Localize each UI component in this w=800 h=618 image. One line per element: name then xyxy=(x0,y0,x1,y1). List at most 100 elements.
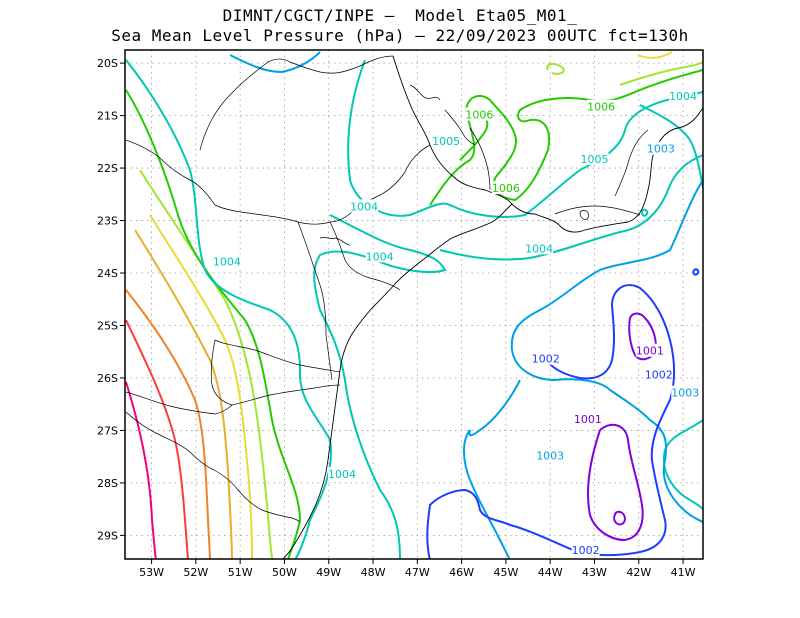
isobar-1004-west xyxy=(125,59,332,559)
contour-label: 1003 xyxy=(671,387,699,400)
lat-tick-label: 22S xyxy=(97,162,118,175)
lat-tick-label: 28S xyxy=(97,477,118,490)
contour-label: 1002 xyxy=(645,368,673,381)
border-state-8 xyxy=(469,127,491,191)
lon-tick-label: 50W xyxy=(272,566,297,579)
isobar-1003-north xyxy=(229,51,321,74)
isobar-1004-east xyxy=(439,154,703,261)
lon-tick-label: 45W xyxy=(493,566,518,579)
isobar-1007a xyxy=(139,169,273,559)
lon-tick-label: 44W xyxy=(538,566,563,579)
contour-label-bg xyxy=(671,385,700,399)
isobar-1003-mark xyxy=(692,268,700,276)
border-state-3 xyxy=(329,221,401,291)
lon-tick-label: 41W xyxy=(671,566,696,579)
coastline-south xyxy=(282,203,513,559)
isobar-1004-mid xyxy=(313,214,447,559)
isobar-1003-east xyxy=(510,179,703,523)
contour-label: 1005 xyxy=(432,135,460,148)
isobar-1002 xyxy=(426,284,676,559)
contour-label-bg xyxy=(491,181,520,195)
isobar-1004-ne xyxy=(639,104,703,189)
lat-tick-label: 24S xyxy=(97,267,118,280)
reservoir-1 xyxy=(409,84,441,101)
isobar-1001-inner xyxy=(613,510,626,526)
lat-tick-label: 26S xyxy=(97,372,118,385)
contour-label: 1001 xyxy=(636,345,664,358)
isobar-1007b xyxy=(619,61,703,86)
isobar-1011 xyxy=(125,319,189,559)
title-line-2: Sea Mean Level Pressure (hPa) – 22/09/20… xyxy=(111,26,689,45)
isobar-1007c xyxy=(546,62,565,75)
contour-label: 1001 xyxy=(574,413,602,426)
isobar-1003-south xyxy=(463,429,511,559)
isobar-1009 xyxy=(134,229,233,559)
lat-tick-label: 29S xyxy=(97,529,118,542)
contour-label-bg xyxy=(328,467,357,481)
contour-label-bg xyxy=(536,448,565,462)
contour-label: 1003 xyxy=(647,143,675,156)
contour-label-bg xyxy=(644,367,673,381)
contour-label: 1002 xyxy=(532,353,560,366)
island-1 xyxy=(579,210,589,220)
contour-label-bg xyxy=(587,99,616,113)
contour-label-bg xyxy=(212,254,241,268)
isobar-1004-small xyxy=(640,208,649,217)
border-state-5 xyxy=(214,339,341,373)
contour-label: 1003 xyxy=(536,450,564,463)
contour-label: 1004 xyxy=(213,256,241,269)
isobar-1006-main xyxy=(125,89,302,559)
contour-label: 1005 xyxy=(580,153,608,166)
contour-label-bg xyxy=(571,543,600,557)
border-state-6 xyxy=(210,339,341,406)
reservoir-2 xyxy=(444,109,476,146)
contour-label: 1004 xyxy=(669,90,697,103)
lat-tick-label: 20S xyxy=(97,57,118,70)
contour-label-bg xyxy=(432,133,461,147)
contour-label: 1006 xyxy=(492,182,520,195)
contour-label-bg xyxy=(635,343,664,357)
graticule xyxy=(125,50,703,559)
axis-ticks: 53W 52W 51W 50W 49W 48W 47W 46W 45W 44W 43W 42W 41W 2… xyxy=(97,57,696,579)
border-state-4 xyxy=(297,221,333,381)
contour-label: 1004 xyxy=(366,250,394,263)
lon-tick-label: 49W xyxy=(316,566,341,579)
lat-tick-label: 21S xyxy=(97,110,118,123)
map-frame xyxy=(124,49,704,560)
contour-label-bg xyxy=(465,107,494,121)
lat-tick-label: 23S xyxy=(97,215,118,228)
contour-label: 1004 xyxy=(525,242,553,255)
lon-tick-label: 43W xyxy=(582,566,607,579)
contour-label-bg xyxy=(531,351,560,365)
lat-tick-label: 27S xyxy=(97,424,118,437)
isobar-1004-south xyxy=(662,419,703,511)
contour-label: 1006 xyxy=(465,109,493,122)
lon-tick-label: 52W xyxy=(183,566,208,579)
contour-label-bg xyxy=(350,199,379,213)
contour-label: 1002 xyxy=(572,544,600,557)
contour-label: 1004 xyxy=(350,200,378,213)
border-state-9 xyxy=(554,205,641,216)
border-country-2 xyxy=(125,411,301,523)
isobar-1010 xyxy=(125,289,211,559)
border-state-7 xyxy=(329,144,431,223)
contour-label-bg xyxy=(646,141,675,155)
isobar-1003-blob xyxy=(468,379,521,437)
lat-tick-label: 25S xyxy=(97,319,118,332)
title-line-1: DIMNT/CGCT/INPE – Model Eta05_M01_ xyxy=(222,6,578,25)
border-state-2 xyxy=(199,55,394,151)
contour-label-bg xyxy=(365,249,394,263)
contour-label: 1004 xyxy=(328,468,356,481)
contour-label-bg xyxy=(573,411,602,425)
lon-tick-label: 53W xyxy=(139,566,164,579)
reservoir-3 xyxy=(319,237,351,246)
contour-label-bg xyxy=(580,152,609,166)
border-country-1 xyxy=(125,391,233,415)
contour-label-bg xyxy=(669,89,698,103)
contour-label: 1006 xyxy=(587,101,615,114)
lon-tick-label: 48W xyxy=(361,566,386,579)
lon-tick-label: 51W xyxy=(228,566,253,579)
contour-labels: 1006 1006 1006 1005 1005 1004 1004 1004 1004 1004… xyxy=(212,89,700,557)
lon-tick-label: 42W xyxy=(626,566,651,579)
